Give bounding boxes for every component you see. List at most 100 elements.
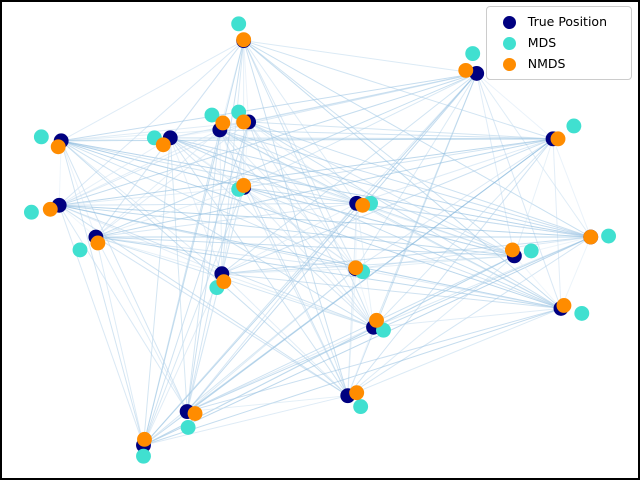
edge-line <box>347 255 515 397</box>
edge-line <box>476 73 592 238</box>
legend-label-true-position: True Position <box>527 14 607 29</box>
edge-line <box>248 121 374 328</box>
edge-line <box>95 236 144 446</box>
scatter-point-nmds <box>42 201 58 217</box>
edge-line <box>347 236 591 397</box>
edge-line <box>95 202 357 238</box>
edge-line <box>58 204 97 238</box>
edge-lines <box>58 40 592 446</box>
edge-line <box>243 186 562 309</box>
edge-line <box>221 73 477 275</box>
edge-line <box>221 273 374 328</box>
legend-marker-mds-icon <box>502 36 516 50</box>
scatter-point-mds <box>566 118 582 134</box>
scatter-point-nmds <box>216 274 232 290</box>
edge-line <box>143 236 591 446</box>
scatter-point-nmds <box>90 235 106 251</box>
edge-line <box>95 138 554 238</box>
edge-line <box>143 138 554 446</box>
edge-line <box>248 121 515 257</box>
edge-line <box>60 40 244 142</box>
edge-line <box>95 236 515 257</box>
edge-line <box>169 137 374 328</box>
edge-line <box>243 40 357 269</box>
edge-line <box>219 129 245 188</box>
scatter-point-nmds <box>458 62 474 78</box>
scatter-point-mds <box>136 448 151 464</box>
scatter-point-nmds <box>236 178 252 193</box>
edge-line <box>356 202 591 238</box>
legend-label-nmds: NMDS <box>527 56 566 71</box>
edge-line <box>243 40 250 123</box>
edge-line <box>243 138 554 188</box>
edge-line <box>95 137 171 238</box>
edge-line <box>58 205 188 412</box>
edge-line <box>58 40 244 206</box>
scatter-point-mds <box>180 419 196 435</box>
edge-line <box>143 121 250 446</box>
edge-line <box>59 186 244 206</box>
edge-line <box>221 255 515 275</box>
edge-line <box>61 140 357 204</box>
edge-line <box>248 121 554 140</box>
edge-line <box>221 121 250 274</box>
edge-line <box>186 202 358 412</box>
scatter-point-mds <box>574 305 590 321</box>
edge-line <box>243 40 477 74</box>
scatter-point-mds <box>72 242 88 258</box>
edge-line <box>243 40 375 328</box>
edge-line <box>61 138 554 142</box>
scatter-point-mds <box>231 16 247 32</box>
edge-line <box>243 187 356 270</box>
edge-line <box>243 40 562 309</box>
edge-line <box>143 129 221 446</box>
legend-marker-true-position-icon <box>502 15 516 29</box>
edge-line <box>221 273 562 309</box>
edge-line <box>61 140 591 238</box>
edge-line <box>347 327 375 396</box>
edge-line <box>170 137 591 238</box>
edge-line <box>58 137 171 206</box>
legend-item-true-position: True Position <box>497 14 621 30</box>
edge-line <box>347 73 478 396</box>
edge-line <box>243 187 349 396</box>
edge-line <box>143 326 374 446</box>
edge-line <box>186 40 245 412</box>
scatter-point-nmds <box>236 32 252 48</box>
edge-line <box>248 121 349 396</box>
scatter-point-mds <box>465 46 481 62</box>
edge-line <box>248 121 357 204</box>
edge-line <box>187 395 348 413</box>
edge-line <box>59 204 374 328</box>
edge-line <box>142 137 171 446</box>
scatter-point-nmds <box>348 260 364 276</box>
edge-line <box>221 268 356 275</box>
edge-line <box>355 255 515 270</box>
edge-line <box>169 137 188 412</box>
edge-line <box>476 73 554 140</box>
scatter-point-nmds <box>187 406 203 421</box>
scatter-point-nmds <box>155 137 171 153</box>
edge-line <box>347 307 562 397</box>
edge-line <box>59 138 554 206</box>
edge-line <box>143 202 358 446</box>
edge-line <box>186 73 478 412</box>
legend-label-mds: MDS <box>527 35 557 50</box>
edge-line <box>221 236 591 275</box>
edge-line <box>243 121 250 188</box>
scatter-point-nmds <box>215 115 231 131</box>
edge-line <box>186 255 515 413</box>
edge-line <box>347 268 357 396</box>
legend-marker-nmds-icon <box>502 57 516 71</box>
edge-line <box>95 72 477 238</box>
edge-line <box>248 72 477 123</box>
scatter-point-mds <box>33 129 49 145</box>
edge-line <box>143 187 245 446</box>
edge-line <box>513 138 554 257</box>
edge-line <box>355 138 554 270</box>
edge-line <box>552 138 592 238</box>
edge-line <box>243 40 358 204</box>
edge-line <box>476 73 562 309</box>
scatter-markers <box>23 16 617 464</box>
edge-line <box>143 395 348 446</box>
